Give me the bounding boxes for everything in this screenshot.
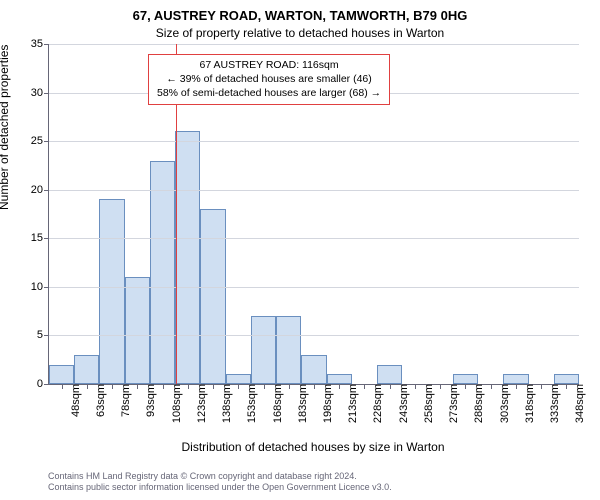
xtick-label: 258sqm: [419, 384, 435, 423]
xtick-mark: [390, 384, 391, 389]
bar: [226, 374, 251, 384]
gridline: [49, 287, 579, 288]
xtick-label: 153sqm: [242, 384, 258, 423]
chart-subtitle: Size of property relative to detached ho…: [0, 24, 600, 40]
xtick-mark: [415, 384, 416, 389]
bar: [175, 131, 200, 384]
xtick-label: 273sqm: [444, 384, 460, 423]
xtick-label: 63sqm: [91, 384, 107, 417]
annotation-line: 58% of semi-detached houses are larger (…: [157, 86, 381, 100]
xtick-mark: [314, 384, 315, 389]
xtick-label: 228sqm: [368, 384, 384, 423]
xtick-label: 213sqm: [343, 384, 359, 423]
xtick-mark: [163, 384, 164, 389]
annotation-line: 67 AUSTREY ROAD: 116sqm: [157, 58, 381, 72]
xtick-mark: [289, 384, 290, 389]
bar: [49, 365, 74, 384]
x-axis-label: Distribution of detached houses by size …: [48, 440, 578, 454]
ytick-label: 0: [37, 378, 49, 390]
xtick-label: 348sqm: [570, 384, 586, 423]
xtick-label: 78sqm: [116, 384, 132, 417]
credits-line2: Contains public sector information licen…: [48, 482, 578, 494]
ytick-label: 10: [31, 281, 49, 293]
bar: [99, 199, 124, 384]
ytick-label: 35: [31, 38, 49, 50]
xtick-mark: [440, 384, 441, 389]
plot-area: 0510152025303548sqm63sqm78sqm93sqm108sqm…: [48, 44, 579, 385]
gridline: [49, 44, 579, 45]
xtick-mark: [339, 384, 340, 389]
xtick-mark: [112, 384, 113, 389]
ytick-label: 5: [37, 329, 49, 341]
bar: [327, 374, 352, 384]
bar: [150, 161, 175, 384]
xtick-label: 183sqm: [293, 384, 309, 423]
bar: [74, 355, 99, 384]
xtick-label: 243sqm: [394, 384, 410, 423]
xtick-label: 48sqm: [66, 384, 82, 417]
xtick-mark: [213, 384, 214, 389]
bar: [377, 365, 402, 384]
xtick-label: 138sqm: [217, 384, 233, 423]
credits: Contains HM Land Registry data © Crown c…: [48, 471, 578, 494]
xtick-mark: [516, 384, 517, 389]
xtick-label: 108sqm: [167, 384, 183, 423]
ytick-label: 25: [31, 135, 49, 147]
xtick-mark: [264, 384, 265, 389]
xtick-label: 318sqm: [520, 384, 536, 423]
y-axis-label: Number of detached properties: [0, 45, 11, 210]
annotation-line: ← 39% of detached houses are smaller (46…: [157, 72, 381, 86]
ytick-label: 20: [31, 184, 49, 196]
xtick-label: 198sqm: [318, 384, 334, 423]
bar: [125, 277, 150, 384]
ytick-label: 15: [31, 232, 49, 244]
xtick-mark: [364, 384, 365, 389]
annotation-box: 67 AUSTREY ROAD: 116sqm← 39% of detached…: [148, 54, 390, 105]
xtick-label: 303sqm: [495, 384, 511, 423]
xtick-mark: [566, 384, 567, 389]
chart-wrap: 67, AUSTREY ROAD, WARTON, TAMWORTH, B79 …: [0, 0, 600, 500]
xtick-label: 288sqm: [469, 384, 485, 423]
bar: [554, 374, 579, 384]
xtick-mark: [465, 384, 466, 389]
bar: [251, 316, 276, 384]
xtick-label: 168sqm: [268, 384, 284, 423]
credits-line1: Contains HM Land Registry data © Crown c…: [48, 471, 578, 483]
bar: [200, 209, 225, 384]
bar: [453, 374, 478, 384]
gridline: [49, 190, 579, 191]
xtick-mark: [87, 384, 88, 389]
bar: [503, 374, 528, 384]
gridline: [49, 335, 579, 336]
xtick-mark: [62, 384, 63, 389]
bar: [301, 355, 326, 384]
gridline: [49, 141, 579, 142]
xtick-mark: [491, 384, 492, 389]
xtick-label: 333sqm: [545, 384, 561, 423]
xtick-label: 123sqm: [192, 384, 208, 423]
xtick-mark: [188, 384, 189, 389]
bar: [276, 316, 301, 384]
xtick-mark: [137, 384, 138, 389]
ytick-label: 30: [31, 87, 49, 99]
gridline: [49, 238, 579, 239]
xtick-label: 93sqm: [141, 384, 157, 417]
chart-title: 67, AUSTREY ROAD, WARTON, TAMWORTH, B79 …: [0, 0, 600, 24]
xtick-mark: [541, 384, 542, 389]
xtick-mark: [238, 384, 239, 389]
